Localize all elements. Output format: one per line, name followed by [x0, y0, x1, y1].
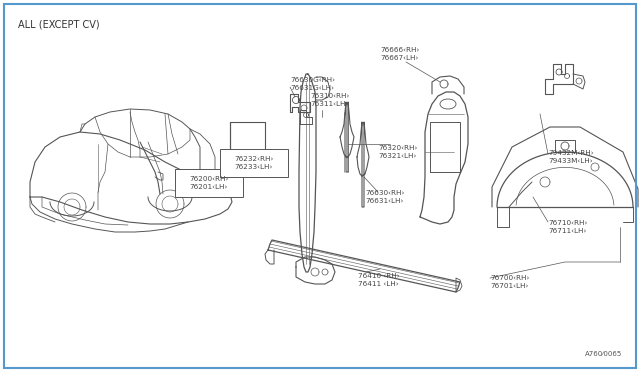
Text: 76700‹RH›
76701‹LH›: 76700‹RH› 76701‹LH› — [490, 275, 529, 289]
Text: ALL (EXCEPT CV): ALL (EXCEPT CV) — [18, 19, 100, 29]
Text: 76666‹RH›
76667‹LH›: 76666‹RH› 76667‹LH› — [380, 47, 419, 61]
Text: 79432M‹RH›
79433M‹LH›: 79432M‹RH› 79433M‹LH› — [548, 150, 594, 164]
Text: 76232‹RH›
76233‹LH›: 76232‹RH› 76233‹LH› — [234, 156, 274, 170]
Text: 76710‹RH›
76711‹LH›: 76710‹RH› 76711‹LH› — [548, 220, 588, 234]
Text: 76630‹RH›
76631‹LH›: 76630‹RH› 76631‹LH› — [365, 190, 404, 204]
Text: A760⁄0065: A760⁄0065 — [585, 351, 622, 357]
Bar — [175, 169, 243, 197]
Bar — [220, 149, 288, 177]
Text: 76310‹RH›
76311‹LH›: 76310‹RH› 76311‹LH› — [310, 93, 349, 107]
Text: 76630G‹RH›
76631G‹LH›: 76630G‹RH› 76631G‹LH› — [290, 77, 335, 91]
Text: 76320‹RH›
76321‹LH›: 76320‹RH› 76321‹LH› — [378, 145, 417, 159]
Text: 76410 ‹RH›
76411 ‹LH›: 76410 ‹RH› 76411 ‹LH› — [358, 273, 399, 287]
Text: 76200‹RH›
76201‹LH›: 76200‹RH› 76201‹LH› — [189, 176, 228, 190]
